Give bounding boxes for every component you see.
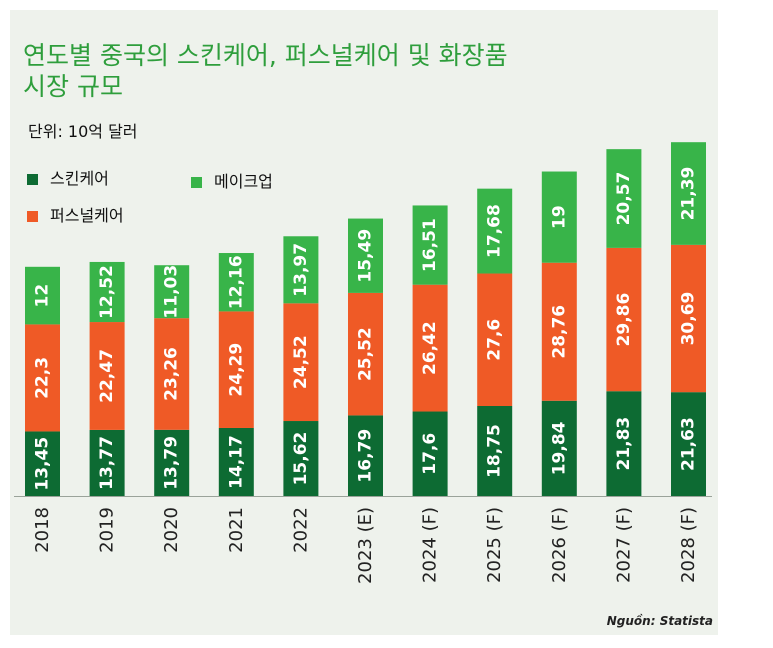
bar-skincare-2018 xyxy=(25,431,60,496)
source-note: Nguồn: Statista xyxy=(606,614,713,628)
data-label-makeup-2018: 12 xyxy=(33,284,53,308)
data-label-makeup-2020: 11,03 xyxy=(162,265,182,319)
unit-label: 단위: 10억 달러 xyxy=(28,122,138,141)
data-label-makeup-2023E: 15,49 xyxy=(356,229,376,283)
bar-makeup-2022 xyxy=(283,236,319,304)
bar-makeup-2021 xyxy=(218,253,254,312)
bar-skincare-2027F xyxy=(606,391,642,496)
bar-makeup-2024F xyxy=(412,205,448,285)
legend-item-skincare: 스킨케어 xyxy=(27,165,109,189)
legend-swatch-skincare xyxy=(27,174,38,185)
x-tick-label-2021: 2021 xyxy=(226,507,247,553)
bar-personalcare-2027F xyxy=(606,247,642,392)
data-label-skincare-2028F: 21,63 xyxy=(679,417,699,471)
data-label-makeup-2028F: 21,39 xyxy=(679,167,699,221)
data-label-skincare-2024F: 17,6 xyxy=(420,433,440,475)
bar-makeup-2019 xyxy=(89,261,125,323)
bar-personalcare-2024F xyxy=(412,284,448,412)
data-label-personalcare-2018: 22,3 xyxy=(33,357,53,399)
data-label-makeup-2019: 12,52 xyxy=(97,265,117,319)
data-label-skincare-2023E: 16,79 xyxy=(356,429,376,483)
bar-personalcare-2026F xyxy=(541,262,577,401)
x-tick-label-2022: 2022 xyxy=(290,507,311,553)
bar-skincare-2019 xyxy=(89,429,125,496)
bar-personalcare-2022 xyxy=(283,303,319,422)
bar-skincare-2026F xyxy=(541,400,577,496)
data-label-makeup-2026F: 19 xyxy=(549,205,569,229)
data-label-personalcare-2023E: 25,52 xyxy=(356,327,376,381)
bar-skincare-2020 xyxy=(154,429,190,496)
data-label-makeup-2022: 13,97 xyxy=(291,243,311,297)
data-label-skincare-2021: 14,17 xyxy=(226,435,246,489)
data-label-personalcare-2022: 24,52 xyxy=(291,335,311,389)
bar-skincare-2028F xyxy=(671,392,706,496)
x-tick-label-2025F: 2025 (F) xyxy=(484,507,505,583)
bar-personalcare-2019 xyxy=(89,322,125,430)
bar-makeup-2028F xyxy=(671,142,706,245)
data-label-skincare-2022: 15,62 xyxy=(291,432,311,486)
data-label-skincare-2027F: 21,83 xyxy=(614,417,634,471)
data-label-makeup-2027F: 20,57 xyxy=(614,172,634,226)
bar-makeup-2020 xyxy=(154,265,190,319)
bar-skincare-2022 xyxy=(283,421,319,496)
data-label-skincare-2020: 13,79 xyxy=(162,436,182,490)
data-label-personalcare-2026F: 28,76 xyxy=(549,305,569,359)
x-tick-label-2020: 2020 xyxy=(161,507,182,553)
bar-skincare-2023E xyxy=(348,415,383,496)
data-label-personalcare-2021: 24,29 xyxy=(226,343,246,397)
bar-skincare-2021 xyxy=(218,427,254,496)
bar-skincare-2024F xyxy=(412,411,448,496)
x-tick-label-2026F: 2026 (F) xyxy=(549,507,570,583)
bar-personalcare-2020 xyxy=(154,318,190,430)
data-label-skincare-2018: 13,45 xyxy=(33,437,53,491)
x-tick-label-2027F: 2027 (F) xyxy=(613,507,634,583)
data-label-makeup-2024F: 16,51 xyxy=(420,218,440,272)
x-tick-label-2028F: 2028 (F) xyxy=(678,507,699,583)
bar-makeup-2026F xyxy=(541,171,577,263)
bar-makeup-2018 xyxy=(25,266,60,325)
x-tick-label-2018: 2018 xyxy=(32,507,53,553)
data-label-skincare-2025F: 18,75 xyxy=(485,424,505,478)
legend-label-personalcare: 퍼스널케어 xyxy=(50,206,124,225)
bar-personalcare-2021 xyxy=(218,311,254,428)
bar-personalcare-2028F xyxy=(671,244,706,393)
chart-title-line-1: 연도별 중국의 스킨케어, 퍼스널케어 및 화장품 xyxy=(23,41,508,70)
legend-label-makeup: 메이크업 xyxy=(214,172,273,191)
data-label-personalcare-2024F: 26,42 xyxy=(420,321,440,375)
bar-personalcare-2018 xyxy=(25,324,60,432)
x-tick-label-2024F: 2024 (F) xyxy=(420,507,441,583)
bar-personalcare-2025F xyxy=(477,273,513,406)
data-label-skincare-2019: 13,77 xyxy=(97,436,117,490)
legend-swatch-makeup xyxy=(191,177,202,188)
bar-personalcare-2023E xyxy=(348,292,383,416)
chart-title: 연도별 중국의 스킨케어, 퍼스널케어 및 화장품 시장 규모 xyxy=(23,40,683,102)
bar-makeup-2027F xyxy=(606,149,642,248)
data-label-skincare-2026F: 19,84 xyxy=(549,421,569,475)
bar-makeup-2023E xyxy=(348,218,383,293)
data-label-makeup-2021: 12,16 xyxy=(226,255,246,309)
legend-swatch-personalcare xyxy=(27,211,38,222)
bar-skincare-2025F xyxy=(477,406,513,496)
chart-title-line-2: 시장 규모 xyxy=(23,72,123,101)
legend-item-makeup: 메이크업 xyxy=(191,168,273,192)
x-tick-label-2023E: 2023 (E) xyxy=(355,507,376,584)
bar-makeup-2025F xyxy=(477,188,513,274)
x-tick-label-2019: 2019 xyxy=(97,507,118,553)
data-label-personalcare-2019: 22,47 xyxy=(97,349,117,403)
legend-label-skincare: 스킨케어 xyxy=(50,169,109,188)
data-label-makeup-2025F: 17,68 xyxy=(485,204,505,258)
legend-item-personalcare: 퍼스널케어 xyxy=(27,202,124,226)
data-label-personalcare-2027F: 29,86 xyxy=(614,293,634,347)
data-label-personalcare-2028F: 30,69 xyxy=(679,292,699,346)
data-label-personalcare-2025F: 27,6 xyxy=(485,319,505,361)
data-label-personalcare-2020: 23,26 xyxy=(162,347,182,401)
